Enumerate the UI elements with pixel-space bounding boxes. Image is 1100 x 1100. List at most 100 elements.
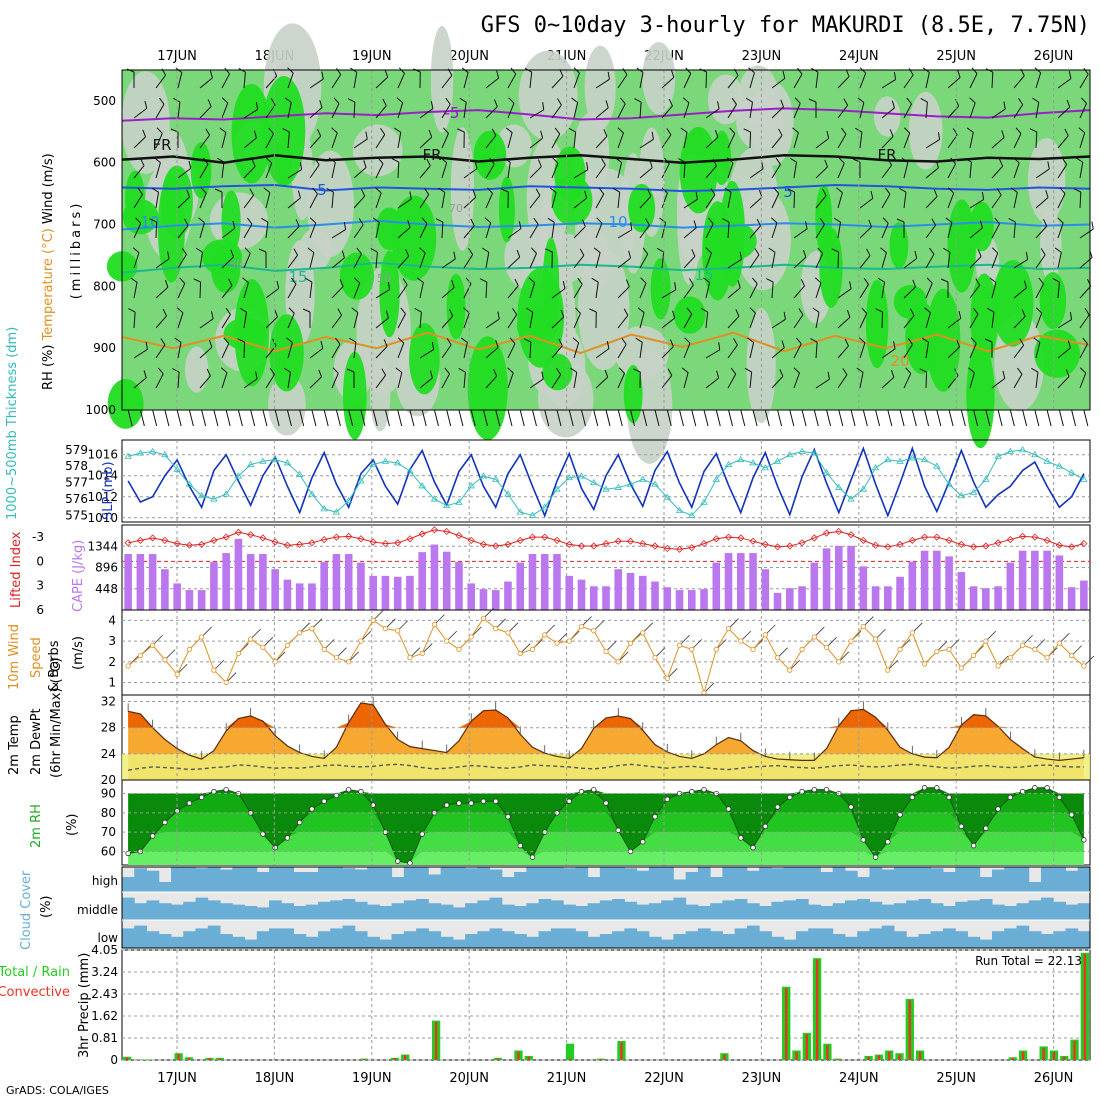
- cloud-bar: [1004, 928, 1017, 948]
- cloud-bar: [685, 904, 699, 920]
- wind-barb-flag: [453, 251, 456, 260]
- wind-barb-flag: [491, 128, 497, 136]
- wind-barb-flag: [435, 218, 444, 223]
- wind-barb-flag: [617, 127, 624, 134]
- wind-barb-staff: [1035, 312, 1043, 329]
- wind10m-point: [983, 638, 989, 644]
- date-label-bottom: 18JUN: [255, 1071, 295, 1086]
- wind10m-point: [419, 650, 425, 657]
- wind-barb: [484, 217, 492, 239]
- wind-barb-flag: [996, 188, 1002, 196]
- wind10m-point: [444, 638, 450, 644]
- thickness-point: [443, 501, 451, 508]
- cloud-bar: [661, 900, 674, 920]
- wind-barb-flag: [307, 247, 315, 253]
- wind-barb-staff: [199, 222, 205, 239]
- wind-barb-staff: [617, 103, 626, 119]
- wind-barb: [877, 277, 885, 299]
- wind-barb-staff: [507, 132, 513, 149]
- wind-barb: [507, 67, 517, 89]
- surface-barb: [617, 409, 623, 427]
- cloud-bar: [612, 867, 625, 892]
- wind-barb-flag: [560, 309, 565, 318]
- li-tick-label: 0: [36, 554, 44, 568]
- cape-bar: [369, 575, 377, 610]
- rh2m-point: [848, 804, 854, 810]
- wind-barb-staff: [1013, 104, 1024, 119]
- wind-barb-staff: [155, 74, 167, 89]
- wind-barb-flag: [604, 369, 609, 378]
- thickness-tick-label: 576: [65, 492, 88, 506]
- wind-barb-flag: [618, 367, 625, 374]
- wind-barb-staff: [1013, 192, 1018, 209]
- wind-barb-staff: [507, 228, 522, 239]
- isotherm-label: 10: [140, 213, 159, 231]
- rh-high-area: [551, 175, 593, 226]
- wind-barb-flag: [430, 101, 434, 109]
- wind-barb-staff: [221, 256, 234, 269]
- wind-barb: [287, 248, 299, 269]
- wind10m-point: [554, 640, 560, 646]
- wind-barb-flag: [745, 97, 753, 103]
- wind-barb-staff: [155, 344, 166, 359]
- wind-barb-flag: [1015, 127, 1022, 134]
- wind-barb-flag: [1080, 97, 1087, 104]
- slp-ylabel: 1000~500mb Thickness (dm): [5, 327, 20, 520]
- wind-barb-staff: [441, 373, 450, 389]
- wind-barb: [397, 278, 408, 299]
- wind-barb-flag: [558, 338, 563, 346]
- wind-barb-flag: [914, 250, 918, 259]
- wind-barb-staff: [221, 372, 228, 389]
- wind-barb-flag: [286, 337, 293, 344]
- thickness-point: [173, 465, 181, 472]
- wind10m-point: [970, 653, 977, 659]
- wind-barb-staff: [727, 133, 736, 149]
- wind-barb-flag: [1073, 188, 1082, 193]
- slp-tick-label: 1010: [87, 511, 118, 525]
- wind-barb-flag: [800, 278, 805, 287]
- wind-barb: [595, 369, 609, 389]
- wind-barb-flag: [672, 310, 676, 319]
- cloud-bar: [1053, 901, 1066, 920]
- wind-barb-flag: [396, 97, 404, 104]
- wind-barb-staff: [617, 315, 629, 329]
- date-label-top: 20JUN: [449, 49, 489, 64]
- wind-barb-staff: [683, 313, 693, 329]
- wind-barb: [875, 308, 884, 329]
- date-label-bottom: 21JUN: [547, 1071, 587, 1086]
- wind-barb-flag: [1021, 309, 1026, 317]
- li-point: [455, 531, 463, 540]
- wind-barb-staff: [793, 73, 803, 89]
- wind-barb-flag: [735, 309, 740, 317]
- surface-barb: [654, 409, 660, 427]
- wind-barb: [969, 278, 981, 299]
- wind-barb: [766, 278, 774, 299]
- wind-barb: [529, 130, 544, 149]
- wind-barb: [419, 370, 433, 389]
- wind-barb-staff: [419, 312, 422, 329]
- wind-barb: [793, 367, 800, 389]
- surface-barb: [323, 409, 329, 427]
- wind-barb: [214, 188, 223, 208]
- cape-tick-label: 448: [95, 582, 118, 596]
- wind-barb-staff: [155, 315, 167, 329]
- surface-barb: [237, 409, 243, 427]
- cloud-bar: [244, 939, 258, 948]
- wind-barb-staff: [793, 372, 800, 389]
- li-point: [663, 544, 671, 553]
- wind-barb-staff: [551, 192, 557, 209]
- wind-barb: [681, 367, 689, 389]
- wind-barb: [529, 102, 545, 119]
- wind-barb: [771, 340, 785, 359]
- wind-barb-staff: [639, 312, 645, 329]
- cloud-bar: [967, 936, 981, 948]
- wind-barb-staff: [1013, 162, 1020, 179]
- cloud-bar: [942, 928, 956, 948]
- wind-barb-flag: [164, 279, 169, 288]
- wind-barb: [507, 307, 518, 329]
- wind10m-point: [186, 646, 192, 652]
- cloud-bar: [367, 867, 380, 892]
- wind-barb: [177, 247, 187, 269]
- wind-barb-staff: [441, 287, 455, 299]
- cloud-bar: [906, 867, 919, 892]
